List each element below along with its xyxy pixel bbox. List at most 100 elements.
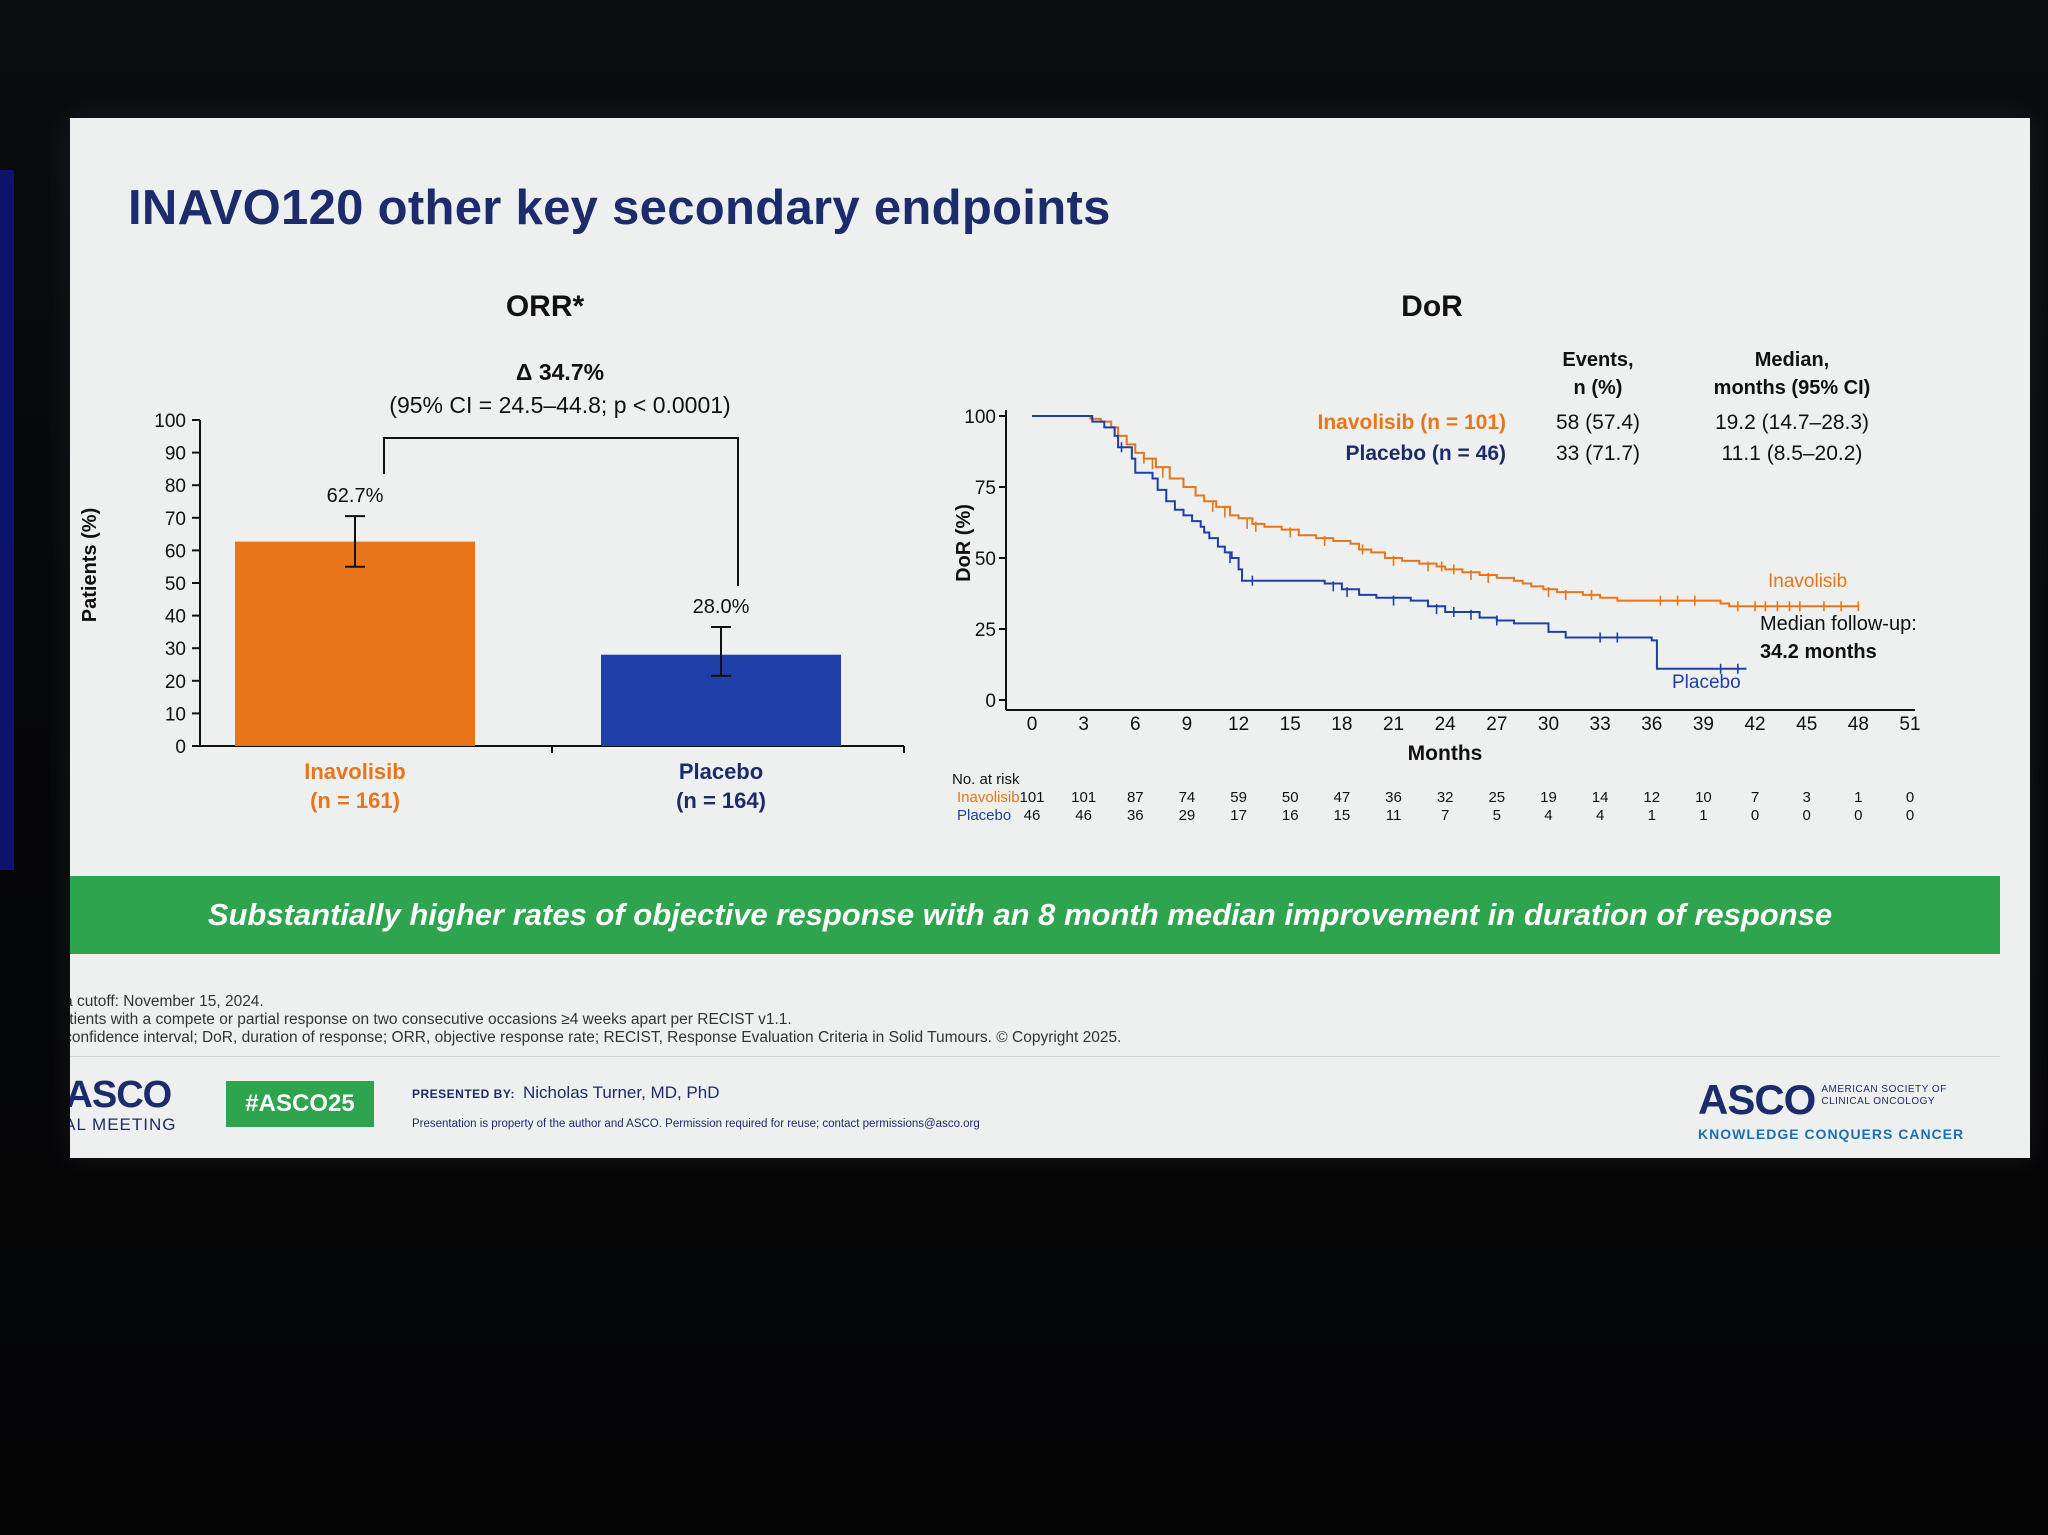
key-message-banner: Substantially higher rates of objective …: [70, 876, 2000, 954]
orr-y-tick-label: 40: [165, 607, 186, 628]
orr-bar-inavolisib: [235, 541, 475, 746]
risk-value: 59: [1230, 789, 1247, 806]
orr-category-label: Inavolisib: [304, 759, 405, 784]
charts-canvas: ORR* Δ 34.7% (95% CI = 24.5–44.8; p < 0.…: [79, 290, 1921, 824]
risk-value: 0: [1751, 807, 1759, 824]
risk-value: 16: [1282, 807, 1299, 824]
orr-delta-bracket: [383, 437, 739, 586]
dor-x-tick-label: 27: [1486, 714, 1507, 735]
dor-x-tick-label: 33: [1590, 714, 1611, 735]
orr-delta-ci: (95% CI = 24.5–44.8; p < 0.0001): [389, 392, 730, 418]
dor-y-tick-label: 100: [964, 407, 996, 428]
risk-value: 1: [1854, 789, 1862, 806]
risk-value: 74: [1179, 789, 1196, 806]
dor-x-tick-label: 39: [1693, 714, 1714, 735]
risk-value: 17: [1230, 807, 1247, 824]
risk-value: 46: [1075, 807, 1092, 824]
dor-x-tick-label: 48: [1848, 714, 1869, 735]
dor-x-tick-label: 30: [1538, 714, 1559, 735]
orr-y-tick-label: 80: [165, 476, 186, 497]
dor-x-tick-label: 9: [1182, 714, 1193, 735]
dor-x-tick-label: 21: [1383, 714, 1404, 735]
risk-value: 25: [1488, 789, 1505, 806]
side-light: [0, 170, 14, 870]
dor-x-tick-label: 6: [1130, 714, 1141, 735]
orr-bars: 62.7% Inavolisib (n = 161) 28.0% Placebo (n =…: [235, 485, 841, 813]
risk-value: 87: [1127, 789, 1144, 806]
risk-table-label: No. at risk: [952, 771, 1020, 788]
meeting-name: ASCO: [70, 1074, 172, 1116]
risk-row-label-inavolisib: Inavolisib: [957, 789, 1020, 806]
orr-title: ORR*: [506, 290, 585, 323]
asco-logo-text: ASCO: [1698, 1076, 1816, 1123]
dor-events-header-2: n (%): [1574, 377, 1623, 399]
orr-y-tick-label: 0: [175, 737, 186, 758]
risk-value: 29: [1179, 807, 1196, 824]
dor-median-header-2: months (95% CI): [1714, 377, 1871, 399]
dor-events-inavolisib: 58 (57.4): [1556, 411, 1640, 434]
risk-value: 15: [1334, 807, 1351, 824]
risk-row-label-placebo: Placebo: [957, 807, 1011, 824]
dor-x-tick-label: 18: [1331, 714, 1352, 735]
dor-x-tick-label: 36: [1641, 714, 1662, 735]
risk-value: 7: [1751, 789, 1759, 806]
presenter-name: Nicholas Turner, MD, PhD: [522, 1083, 720, 1102]
orr-value-label: 28.0%: [693, 596, 750, 618]
orr-y-tick-label: 20: [165, 672, 186, 693]
asco-annual-meeting-logo: 2025 ASCO ANNUAL MEETING: [70, 1076, 177, 1133]
orr-category-n: (n = 164): [676, 788, 766, 813]
footnote-line: CI, confidence interval; DoR, duration o…: [70, 1029, 1122, 1046]
risk-value: 47: [1334, 789, 1351, 806]
orr-chart: ORR* Δ 34.7% (95% CI = 24.5–44.8; p < 0.…: [79, 290, 905, 813]
risk-value: 50: [1282, 789, 1299, 806]
dor-x-tick-label: 24: [1435, 714, 1457, 735]
orr-y-axis: 0 10 20 30 40 50 60 70 80 90 100: [154, 411, 905, 758]
orr-delta-label: Δ 34.7%: [516, 359, 604, 385]
meeting-subtitle: ANNUAL MEETING: [70, 1115, 177, 1134]
dor-x-tick-label: 15: [1280, 714, 1301, 735]
projected-slide: INAVO120 other key secondary endpoints O…: [70, 118, 2030, 1158]
dor-y-tick-label: 0: [985, 691, 996, 712]
orr-y-tick-label: 60: [165, 541, 186, 562]
risk-value: 4: [1596, 807, 1604, 824]
risk-value: 1: [1648, 807, 1656, 824]
dor-x-tick-label: 3: [1078, 714, 1089, 735]
orr-y-axis-label: Patients (%): [79, 508, 101, 622]
dor-title: DoR: [1401, 290, 1463, 323]
footnotes: Data cutoff: November 15, 2024. * Patien…: [70, 993, 1121, 1047]
orr-bracket-line: [383, 437, 739, 586]
orr-y-tick-label: 70: [165, 509, 186, 530]
asco-logo-tagline: KNOWLEDGE CONQUERS CANCER: [1698, 1126, 1965, 1142]
dor-x-tick-label: 12: [1228, 714, 1249, 735]
dor-followup-line1: Median follow-up:: [1760, 613, 1917, 635]
dor-x-tick-label: 0: [1027, 714, 1038, 735]
risk-value: 36: [1127, 807, 1144, 824]
asco-society-logo: ASCO AMERICAN SOCIETY OF CLINICAL ONCOLOGY…: [1698, 1076, 1964, 1142]
risk-value: 32: [1437, 789, 1454, 806]
risk-value: 7: [1441, 807, 1449, 824]
risk-value: 19: [1540, 789, 1557, 806]
dor-y-tick-label: 25: [975, 620, 996, 641]
risk-value: 0: [1803, 807, 1811, 824]
dor-y-tick-label: 50: [975, 549, 996, 570]
risk-value: 11: [1386, 807, 1402, 824]
dor-y-axis-label: DoR (%): [953, 504, 975, 582]
dor-median-header-1: Median,: [1755, 349, 1829, 371]
risk-value: 101: [1019, 789, 1044, 806]
orr-y-tick-label: 50: [165, 574, 186, 595]
dor-followup-line2: 34.2 months: [1760, 641, 1877, 663]
key-message-text: Substantially higher rates of objective …: [207, 897, 1833, 932]
risk-value: 10: [1695, 789, 1712, 806]
dor-events-placebo: 33 (71.7): [1556, 442, 1640, 465]
risk-value: 101: [1071, 789, 1096, 806]
property-notice: Presentation is property of the author a…: [412, 1118, 980, 1130]
footnote-line: Data cutoff: November 15, 2024.: [70, 993, 264, 1010]
hashtag-badge: #ASCO25: [226, 1081, 374, 1127]
dor-legend-inavolisib: Inavolisib (n = 101): [1318, 411, 1506, 434]
asco-logo-side-1: AMERICAN SOCIETY OF: [1821, 1084, 1947, 1095]
dor-median-placebo: 11.1 (8.5–20.2): [1722, 442, 1863, 465]
dor-legend-placebo: Placebo (n = 46): [1346, 442, 1506, 465]
risk-value: 0: [1906, 807, 1914, 824]
risk-value: 36: [1385, 789, 1402, 806]
